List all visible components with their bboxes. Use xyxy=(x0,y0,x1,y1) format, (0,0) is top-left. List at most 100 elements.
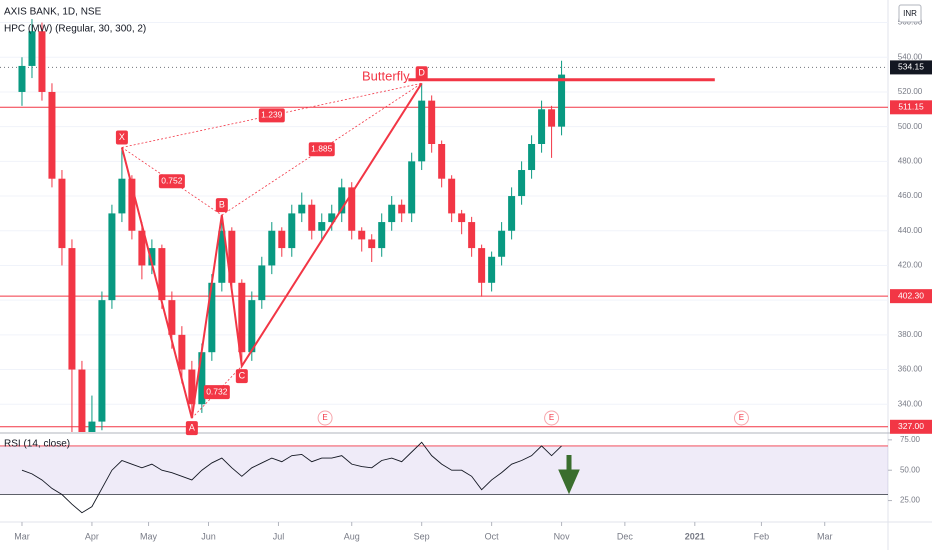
candle-body xyxy=(228,230,236,283)
earnings-marker xyxy=(544,410,560,426)
x-tick-label: Nov xyxy=(554,531,571,541)
point-label: C xyxy=(239,370,246,380)
pattern-legs xyxy=(120,82,423,419)
level-label: 534.15 xyxy=(898,62,924,72)
candle-body xyxy=(388,204,396,223)
point-label: D xyxy=(418,68,425,78)
level-label: 327.00 xyxy=(898,421,924,431)
x-tick-label: Dec xyxy=(617,531,634,541)
candle-body xyxy=(78,369,86,432)
point-box xyxy=(235,369,248,384)
candle-body xyxy=(68,248,76,370)
level-tag xyxy=(890,100,932,115)
x-tick-label: Sep xyxy=(414,531,430,541)
candle-body xyxy=(448,178,456,214)
level-label: 511.15 xyxy=(898,102,924,112)
candle-body xyxy=(28,31,36,66)
price-pane xyxy=(0,19,888,432)
ratio-box xyxy=(258,108,285,123)
candle-body xyxy=(438,144,446,179)
candle-body xyxy=(148,248,156,266)
candle-body xyxy=(488,256,496,283)
candle-body xyxy=(238,282,246,353)
ratio-box xyxy=(203,385,230,400)
candle-body xyxy=(38,31,46,92)
rsi-title: RSI (14, close) xyxy=(4,439,70,450)
rsi-pane xyxy=(0,441,888,514)
candle-body xyxy=(498,230,506,257)
point-label: B xyxy=(219,200,225,210)
level-tag xyxy=(890,289,932,304)
candle-body xyxy=(118,178,126,214)
ratio-label: 1.885 xyxy=(311,143,333,153)
point-box xyxy=(215,198,228,213)
y-tick-label: 340.00 xyxy=(898,399,923,408)
candle-body xyxy=(468,222,476,249)
point-box xyxy=(415,66,428,81)
candle-body xyxy=(558,74,566,127)
candle-body xyxy=(138,230,146,266)
ratio-box xyxy=(308,142,335,157)
candle-body xyxy=(548,109,556,127)
rsi-tick-label: 25.00 xyxy=(900,496,921,505)
ratio-label: 0.732 xyxy=(206,386,228,396)
pattern-name: Butterfly xyxy=(362,69,410,84)
candle-body xyxy=(368,239,376,249)
rsi-tick-label: 75.00 xyxy=(900,435,921,444)
x-tick-label: Feb xyxy=(754,531,770,541)
candle-body xyxy=(88,421,96,432)
x-tick-label: Oct xyxy=(485,531,500,541)
candle-body xyxy=(248,300,256,353)
candle-body xyxy=(418,100,426,162)
candle-body xyxy=(168,300,176,335)
x-tick-label: May xyxy=(140,531,158,541)
candle-body xyxy=(398,204,406,214)
x-tick-label: Mar xyxy=(14,531,30,541)
candle-body xyxy=(18,65,26,92)
candle-body xyxy=(518,170,526,197)
symbol-title: AXIS BANK, 1D, NSE xyxy=(4,7,102,18)
candle-body xyxy=(298,204,306,214)
currency-box[interactable] xyxy=(898,4,922,23)
candle-body xyxy=(328,213,336,223)
y-tick-label: 380.00 xyxy=(898,330,923,339)
point-label: X xyxy=(119,132,125,142)
x-tick-label: Apr xyxy=(85,531,99,541)
currency: INR xyxy=(903,9,917,18)
x-tick-label: Jun xyxy=(201,531,216,541)
ratio-label: 0.752 xyxy=(161,176,183,186)
candle-body xyxy=(208,282,216,353)
x-tick-label: Aug xyxy=(344,531,360,541)
candle-body xyxy=(428,100,436,144)
candle-body xyxy=(258,265,266,301)
x-tick-label: 2021 xyxy=(685,531,705,541)
candle-body xyxy=(48,91,56,179)
candle-body xyxy=(268,230,276,266)
y-tick-label: 460.00 xyxy=(898,191,923,200)
overlay: 340.00360.00380.00400.00420.00440.00460.… xyxy=(14,18,932,541)
rsi-line xyxy=(21,441,562,514)
ratio-label: 1.239 xyxy=(261,110,283,120)
level-tag xyxy=(890,419,932,434)
candle-body xyxy=(288,213,296,249)
candle-body xyxy=(278,230,286,249)
candle-body xyxy=(178,334,186,370)
point-box xyxy=(185,421,198,436)
level-tag xyxy=(890,60,932,75)
y-tick-label: 480.00 xyxy=(898,156,923,165)
candle-body xyxy=(188,369,196,405)
earnings-marker xyxy=(317,410,333,426)
point-box xyxy=(115,130,128,145)
indicator-title: HPC (MW) (Regular, 30, 300, 2) xyxy=(4,24,146,35)
ratio-box xyxy=(158,174,185,189)
candle-body xyxy=(538,109,546,144)
earnings-label: E xyxy=(739,413,744,422)
candle-body xyxy=(218,230,226,283)
y-tick-label: 540.00 xyxy=(898,52,923,61)
candle-body xyxy=(508,196,516,231)
candle-body xyxy=(158,248,166,301)
candle-body xyxy=(378,222,386,249)
earnings-label: E xyxy=(322,413,327,422)
rsi-band xyxy=(0,445,888,495)
